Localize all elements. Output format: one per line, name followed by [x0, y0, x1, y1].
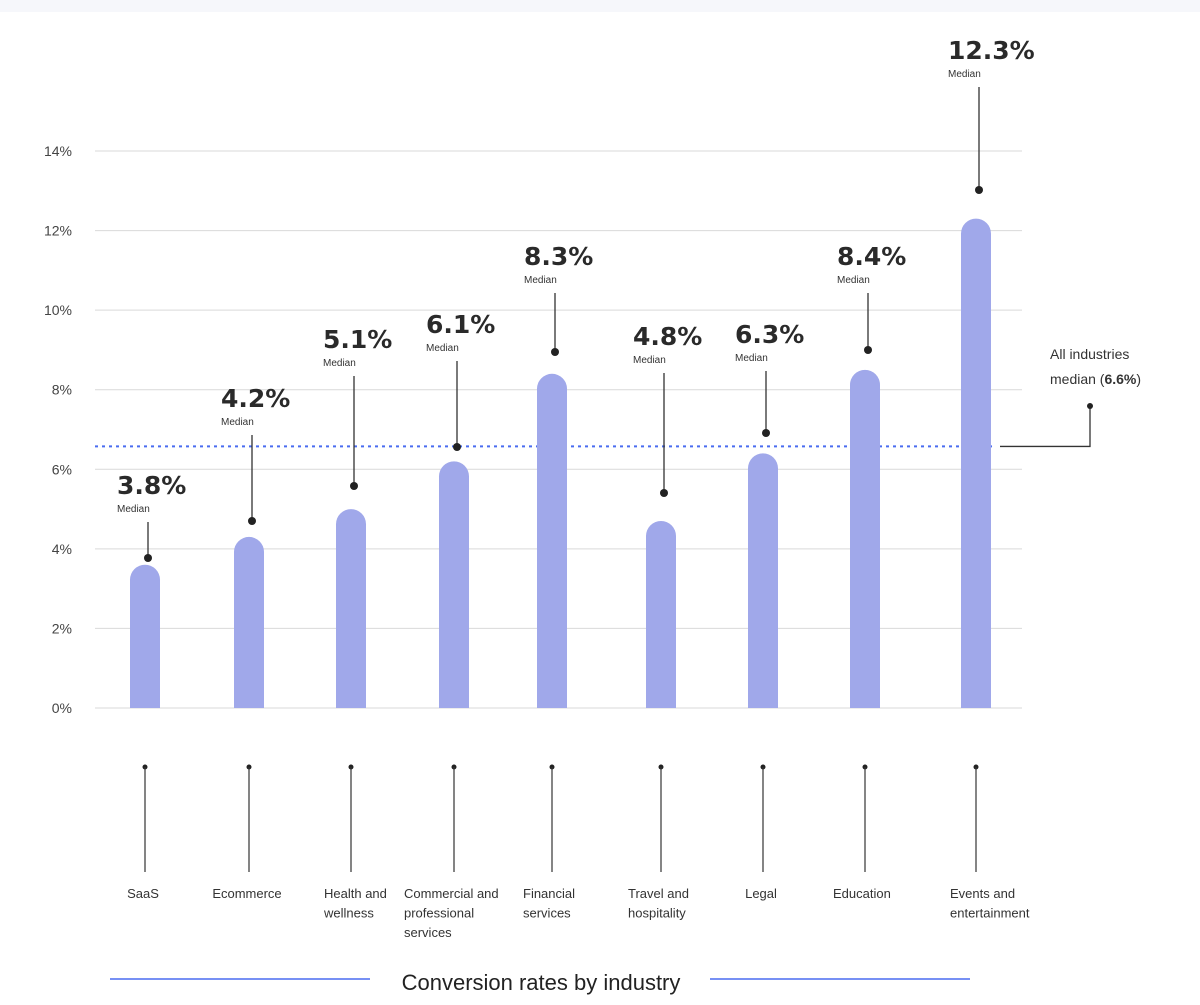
bar-base [748, 688, 778, 708]
category-label: services [404, 925, 452, 940]
category-label: Ecommerce [212, 886, 281, 901]
bar-base [961, 688, 991, 708]
bar [130, 564, 160, 708]
category-label: services [523, 906, 571, 921]
category-label: hospitality [628, 906, 686, 921]
value-dot [975, 186, 983, 194]
bar-base [537, 688, 567, 708]
bar-base [130, 688, 160, 708]
category-label: Legal [745, 886, 777, 901]
bar [336, 509, 366, 708]
y-tick-label: 8% [52, 382, 72, 398]
top-strip [0, 0, 1200, 12]
value-label: 4.8% [633, 322, 702, 351]
bar [961, 218, 991, 708]
y-tick-label: 4% [52, 541, 72, 557]
category-label: entertainment [950, 906, 1030, 921]
value-label: 3.8% [117, 471, 186, 500]
bar-base [646, 688, 676, 708]
category-label: Health and [324, 886, 387, 901]
category-label: professional [404, 906, 474, 921]
value-dot [864, 346, 872, 354]
bar [234, 536, 264, 708]
reference-label: All industries [1050, 346, 1129, 362]
bar-base [336, 688, 366, 708]
category-label: Events and [950, 886, 1015, 901]
category-label: Travel and [628, 886, 689, 901]
median-sublabel: Median [117, 504, 150, 515]
median-sublabel: Median [524, 275, 557, 286]
value-dot [144, 554, 152, 562]
value-dot [350, 482, 358, 490]
value-label: 6.3% [735, 320, 804, 349]
y-tick-label: 2% [52, 620, 72, 636]
y-tick-label: 6% [52, 461, 72, 477]
value-label: 12.3% [948, 36, 1035, 65]
category-label: SaaS [127, 886, 159, 901]
value-dot [551, 348, 559, 356]
bar [537, 373, 567, 708]
median-sublabel: Median [948, 69, 981, 80]
reference-dot [1087, 403, 1093, 409]
y-tick-label: 0% [52, 700, 72, 716]
value-label: 8.4% [837, 242, 906, 271]
y-tick-label: 12% [44, 223, 72, 239]
category-label: Financial [523, 886, 575, 901]
reference-label: median (6.6%) [1050, 371, 1141, 387]
bar [850, 369, 880, 708]
y-tick-label: 10% [44, 302, 72, 318]
value-label: 8.3% [524, 242, 593, 271]
median-sublabel: Median [426, 343, 459, 354]
bar [439, 461, 469, 708]
reference-connector [1000, 406, 1091, 448]
bar [748, 453, 778, 708]
y-tick-label: 14% [44, 143, 72, 159]
median-sublabel: Median [735, 353, 768, 364]
median-sublabel: Median [323, 358, 356, 369]
value-dot [660, 489, 668, 497]
category-label: Education [833, 886, 891, 901]
median-sublabel: Median [837, 275, 870, 286]
value-label: 4.2% [221, 384, 290, 413]
value-dot [453, 443, 461, 451]
median-sublabel: Median [633, 355, 666, 366]
bar [646, 521, 676, 708]
value-dot [762, 429, 770, 437]
category-label: Commercial and [404, 886, 499, 901]
chart-title: Conversion rates by industry [402, 970, 681, 995]
value-label: 6.1% [426, 310, 495, 339]
median-sublabel: Median [221, 417, 254, 428]
bar-base [439, 688, 469, 708]
value-dot [248, 517, 256, 525]
bar-base [234, 688, 264, 708]
value-label: 5.1% [323, 325, 392, 354]
category-label: wellness [323, 906, 374, 921]
bar-base [850, 688, 880, 708]
